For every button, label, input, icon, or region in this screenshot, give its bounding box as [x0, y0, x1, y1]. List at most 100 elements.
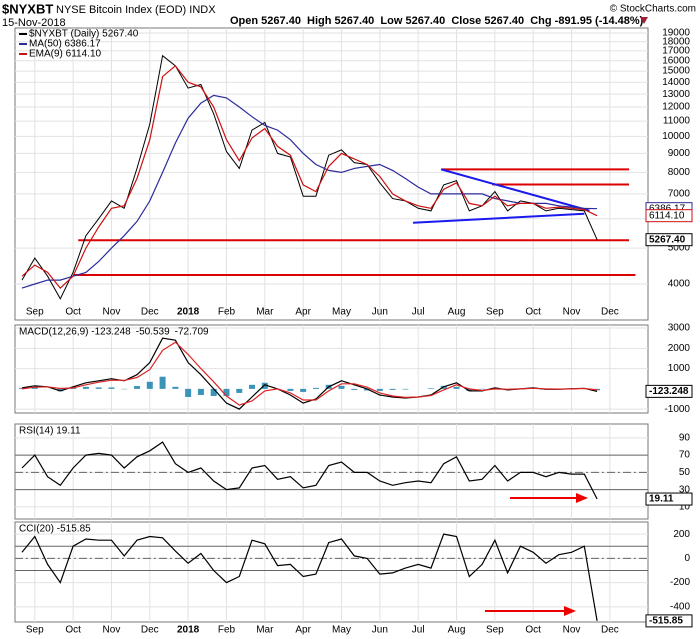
price-tag-label: 6386.17 — [649, 203, 686, 214]
histogram-bar — [236, 388, 243, 393]
series-line — [21, 533, 598, 622]
x-tick-label: Oct — [65, 307, 81, 318]
y-tick-label: 16000 — [662, 55, 690, 66]
histogram-bar — [287, 388, 294, 391]
copyright: © StockCharts.com — [610, 4, 696, 15]
x-tick-label: Feb — [218, 307, 236, 318]
x-tick-label: Dec — [601, 625, 619, 636]
price-tag — [645, 233, 693, 247]
histogram-bar — [249, 384, 256, 389]
y-tick-label: 7000 — [668, 189, 691, 200]
x-tick-label: Oct — [525, 307, 541, 318]
x-tick-label: Dec — [141, 307, 159, 318]
x-tick-label: Sep — [486, 625, 504, 636]
date: 15-Nov-2018 — [2, 17, 66, 29]
histogram-bar — [402, 388, 409, 390]
legend-entry: $NYXBT (Daily) 5267.40 — [29, 29, 139, 40]
y-tick-label: 70 — [679, 450, 691, 461]
x-tick-label: 2018 — [177, 307, 200, 318]
y-tick-label: 12000 — [662, 102, 690, 113]
histogram-bar — [300, 388, 307, 392]
price-tag-label: 6114.10 — [649, 210, 685, 221]
y-tick-label: 13000 — [662, 89, 690, 100]
histogram-bar — [146, 381, 153, 389]
y-tick-label: -200 — [670, 577, 690, 588]
down-icon — [640, 17, 648, 24]
histogram-bar — [389, 388, 396, 390]
index-title: NYSE Bitcoin Index (EOD) INDX — [56, 4, 216, 16]
x-tick-label: Aug — [448, 625, 466, 636]
x-tick-label: May — [332, 625, 351, 636]
y-tick-label: 0 — [684, 553, 690, 564]
x-tick-label: May — [332, 307, 351, 318]
histogram-bar — [312, 387, 319, 389]
y-tick-label: 1000 — [668, 363, 691, 374]
y-tick-label: 14000 — [662, 77, 690, 88]
y-tick-label: 19000 — [662, 28, 690, 39]
y-tick-label: 50 — [679, 467, 691, 478]
series-line — [21, 94, 598, 289]
series-line — [21, 337, 598, 410]
legend-entry: MACD(12,26,9) -123.248 — [19, 327, 131, 338]
histogram-bar — [57, 388, 64, 392]
x-tick-label: Jun — [372, 307, 388, 318]
series-line — [21, 341, 598, 406]
x-tick-label: Feb — [218, 625, 236, 636]
quote: Open 5267.40 High 5267.40 Low 5267.40 Cl… — [230, 15, 644, 27]
series-line — [21, 64, 598, 289]
price-tag — [645, 209, 693, 223]
histogram-bar — [427, 388, 434, 389]
price-tag — [645, 492, 693, 506]
y-tick-label: 5000 — [668, 243, 691, 254]
x-tick-label: Nov — [563, 625, 581, 636]
x-tick-label: Dec — [141, 625, 159, 636]
x-tick-label: Mar — [256, 625, 274, 636]
panel-frame — [14, 27, 649, 321]
y-tick-label: 11000 — [663, 116, 691, 127]
histogram-bar — [134, 386, 141, 389]
histogram-bar — [172, 386, 179, 389]
legend-entry: EMA(9) 6114.10 — [29, 49, 102, 60]
y-tick-label: 90 — [679, 432, 691, 443]
histogram-bar — [364, 388, 371, 391]
x-tick-label: Jul — [412, 625, 425, 636]
legend-entry: CCI(20) -515.85 — [19, 524, 91, 535]
histogram-bar — [466, 388, 473, 391]
y-tick-label: 17000 — [662, 46, 690, 57]
histogram-bar — [223, 388, 230, 396]
y-tick-label: 10 — [679, 502, 691, 513]
series-line — [21, 441, 598, 500]
histogram-bar — [351, 388, 358, 390]
trendline — [440, 168, 590, 212]
y-tick-label: 3000 — [668, 323, 691, 334]
x-tick-label: Nov — [563, 307, 581, 318]
series-line — [21, 54, 598, 300]
histogram-bar — [261, 382, 268, 389]
panel-frame — [14, 521, 649, 623]
panel-frame — [14, 423, 649, 520]
price-tag-label: 5267.40 — [649, 234, 686, 245]
price-tag-label: -123.248 — [649, 386, 689, 397]
x-tick-label: Aug — [448, 307, 466, 318]
x-tick-label: Sep — [26, 307, 44, 318]
histogram-bar — [31, 387, 38, 389]
x-tick-label: Sep — [26, 625, 44, 636]
x-tick-label: Sep — [486, 307, 504, 318]
legend-entry: RSI(14) 19.11 — [19, 426, 81, 437]
x-tick-label: Oct — [525, 625, 541, 636]
histogram-bar — [453, 386, 460, 389]
y-tick-label: 15000 — [662, 66, 690, 77]
x-tick-label: Nov — [103, 307, 121, 318]
arrow-head — [564, 606, 576, 616]
x-tick-label: Apr — [295, 307, 311, 318]
price-tag — [645, 384, 693, 398]
legend-entry: -72.709 — [175, 327, 209, 338]
price-tag-label: -515.85 — [649, 616, 683, 627]
arrow-head — [576, 493, 588, 503]
legend-entry: MA(50) 6386.17 — [29, 39, 101, 50]
histogram-bar — [82, 386, 89, 389]
y-tick-label: 30 — [679, 484, 691, 495]
histogram-bar — [95, 387, 102, 389]
x-tick-label: Nov — [103, 625, 121, 636]
